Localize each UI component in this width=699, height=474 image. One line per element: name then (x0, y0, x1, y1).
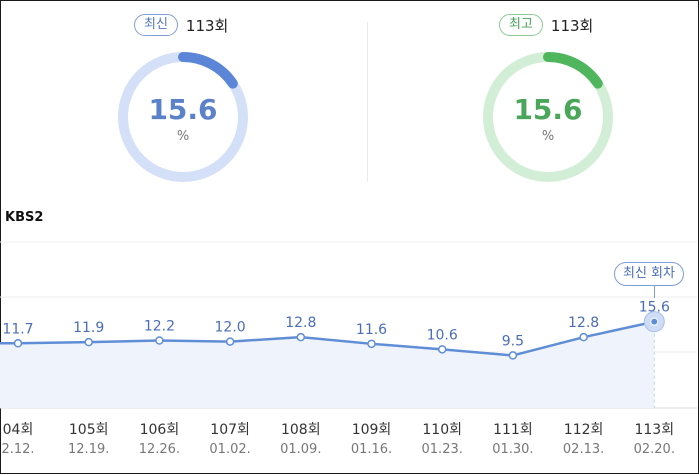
latest-episode-tag: 최신 회차 (614, 262, 684, 286)
data-point (650, 317, 659, 326)
data-label: 12.8 (568, 315, 599, 331)
data-label: 12.8 (285, 315, 316, 331)
latest-unit: % (176, 129, 190, 144)
latest-ring-gauge: 15.6 % (117, 51, 249, 183)
x-tick-date: 12.26. (139, 442, 180, 457)
x-tick-date: 01.23. (422, 442, 463, 457)
x-tick-label: 105회 (69, 422, 109, 438)
data-label: 11.9 (73, 320, 104, 336)
highest-ring-fill (483, 52, 613, 182)
data-label: 12.2 (144, 318, 175, 334)
x-tick-label: 113회 (634, 422, 674, 438)
latest-badge: 최신 (134, 14, 178, 36)
data-label: 11.6 (356, 322, 387, 338)
x-tick-date: 01.30. (492, 442, 533, 457)
data-point (155, 336, 164, 345)
data-point (84, 337, 93, 347)
highest-header: 최고 113회 (499, 12, 593, 38)
data-point (508, 351, 518, 360)
latest-ring-fill (118, 52, 248, 182)
x-tick-label: 110회 (422, 422, 462, 438)
x-tick-date: 02.20. (634, 442, 675, 457)
ratings-chart: 11.7 04회 2.12. 11.9 105회 12.19. 12.2 106회 12.26.… (0, 241, 697, 457)
highest-value: 15.6 (513, 93, 583, 126)
x-tick-label: 111회 (493, 422, 533, 438)
x-tick-label: 106회 (140, 422, 180, 438)
latest-episode: 113회 (185, 16, 229, 35)
x-tick-date: 12.19. (68, 442, 109, 457)
x-tick-date: 01.09. (280, 442, 321, 457)
x-tick-label: 108회 (281, 422, 321, 438)
panel-divider (367, 22, 368, 182)
highest-unit: % (541, 129, 555, 144)
x-tick-label: 04회 (3, 422, 34, 438)
data-point (13, 339, 23, 348)
x-tick-date: 01.16. (351, 442, 392, 457)
data-label: 10.6 (427, 327, 458, 343)
latest-rating-panel: 최신 113회 15.6 % (0, 0, 349, 200)
highest-badge: 최고 (499, 14, 543, 36)
data-point (296, 332, 306, 342)
data-point (579, 332, 588, 342)
data-point (225, 337, 235, 346)
x-tick-date: 2.12. (1, 442, 34, 457)
x-tick-date: 02.13. (563, 442, 604, 457)
data-point (437, 345, 447, 354)
data-label: 9.5 (502, 333, 524, 349)
data-point (367, 339, 376, 349)
data-label: 12.0 (215, 320, 246, 336)
x-tick-label: 109회 (352, 422, 392, 438)
x-tick-date: 01.02. (209, 442, 250, 457)
highest-episode: 113회 (550, 16, 594, 35)
latest-header: 최신 113회 (134, 12, 228, 38)
latest-value: 15.6 (148, 93, 218, 126)
data-label: 15.6 (639, 300, 670, 316)
data-label: 11.7 (2, 321, 33, 337)
x-tick-label: 112회 (564, 422, 604, 438)
highest-ring-gauge: 15.6 % (482, 51, 614, 183)
x-tick-label: 107회 (210, 422, 250, 438)
channel-label: KBS2 (5, 210, 44, 225)
highest-rating-panel: 최고 113회 15.6 % (365, 0, 699, 200)
latest-episode-tag-stem (654, 286, 655, 298)
series-area (0, 321, 655, 408)
